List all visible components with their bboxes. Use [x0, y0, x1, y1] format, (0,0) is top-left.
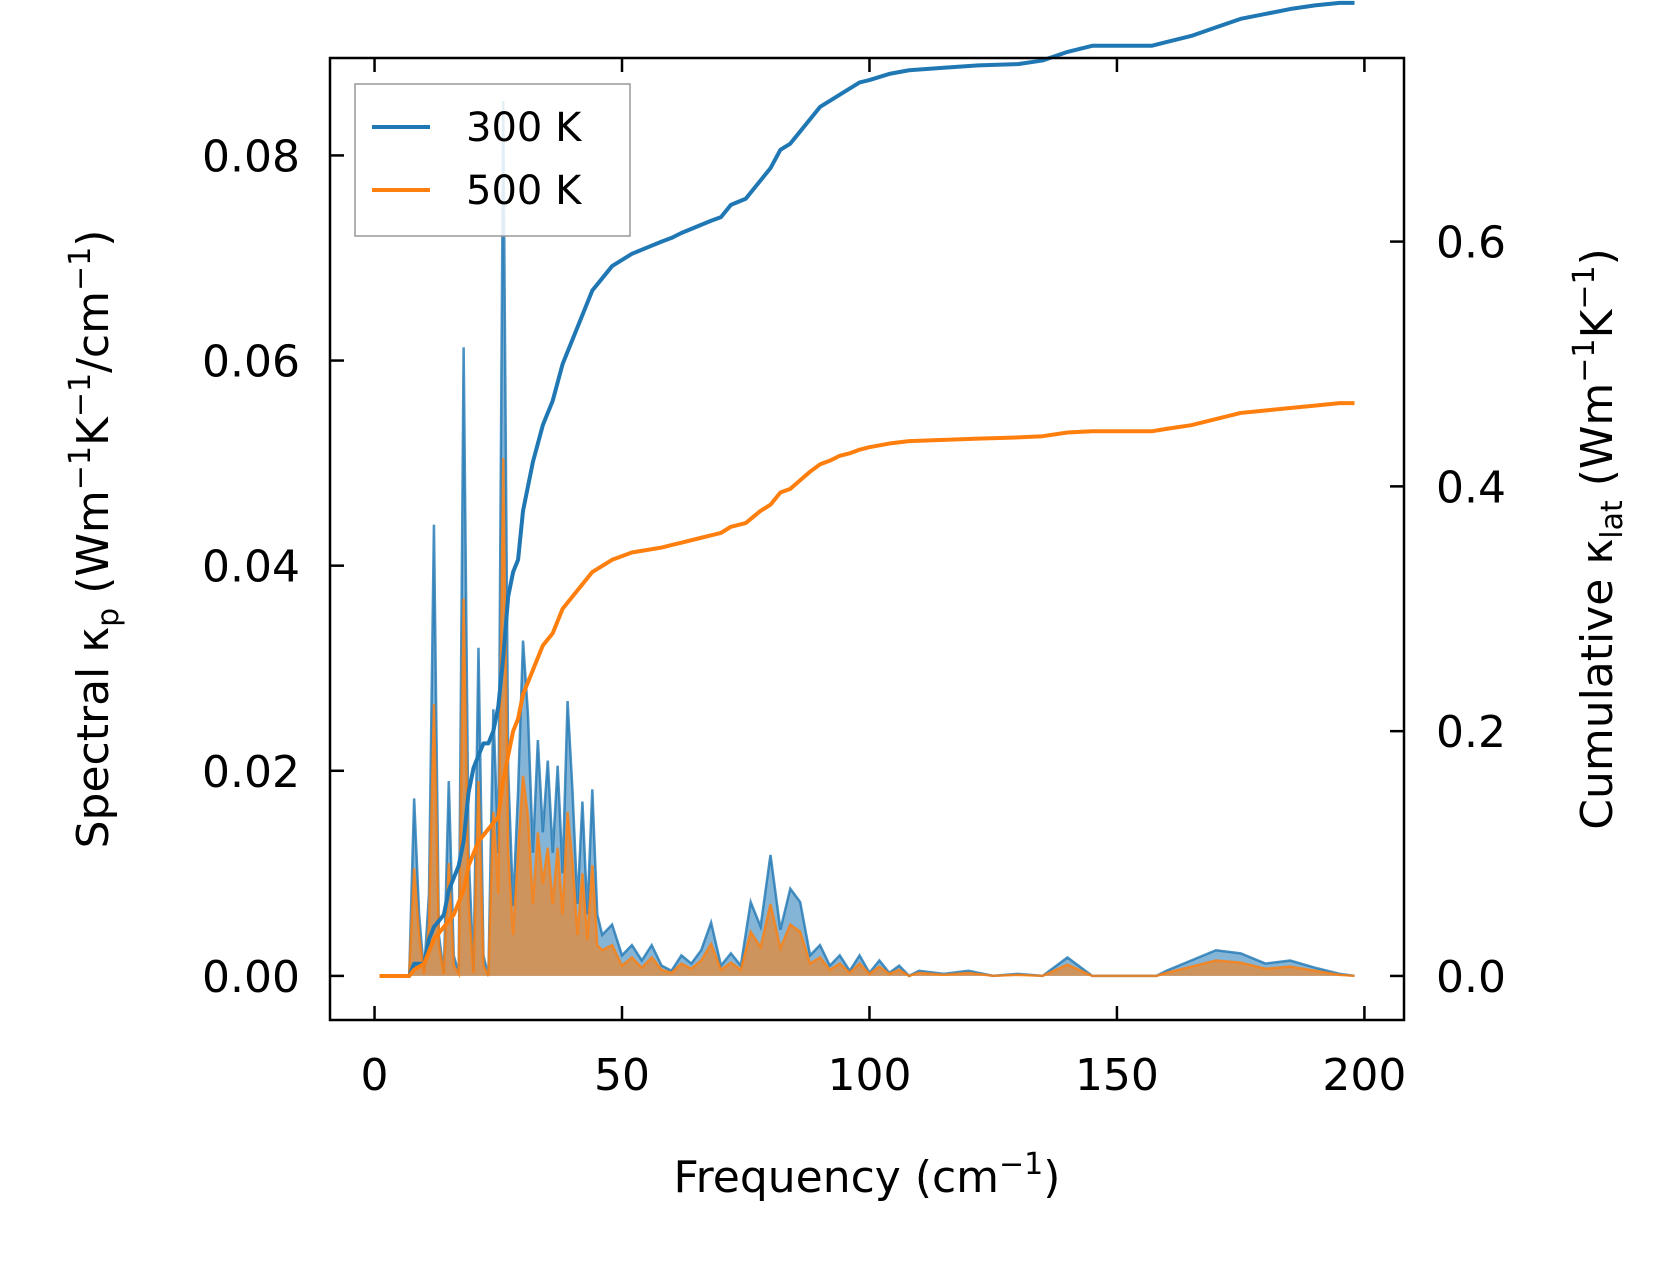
x-axis-ticks: 0 50 100 150 200 [361, 58, 1406, 1101]
y-left-tick-label: 0.06 [202, 337, 300, 388]
x-tick-label: 200 [1322, 1050, 1406, 1101]
y-axis-left-title: Spectral κp (Wm−1K−1/cm−1) [63, 230, 126, 849]
y-right-tick-label: 0.0 [1436, 952, 1506, 1003]
x-tick-label: 50 [594, 1050, 650, 1101]
cumulative-line-500k [379, 401, 1355, 978]
x-tick-label: 100 [827, 1050, 911, 1101]
y-left-tick-label: 0.02 [202, 747, 300, 798]
y-right-tick-label: 0.2 [1436, 707, 1506, 758]
y-axis-right-ticks: 0.0 0.2 0.4 0.6 [1390, 218, 1506, 1003]
x-axis-title: Frequency (cm−1) [674, 1147, 1061, 1203]
y-right-tick-label: 0.6 [1436, 218, 1506, 269]
y-left-tick-label: 0.08 [202, 131, 300, 182]
legend-label-300k: 300 K [466, 105, 583, 151]
y-axis-right-title: Cumulative κlat (Wm−1K−1) [1567, 248, 1630, 830]
plot-frame [328, 56, 1406, 1022]
spectral-series-layer [379, 101, 1355, 979]
y-left-tick-label: 0.00 [202, 952, 300, 1003]
legend: 300 K 500 K [354, 83, 631, 237]
x-tick-label: 0 [361, 1050, 389, 1101]
y-left-tick-label: 0.04 [202, 542, 300, 593]
legend-label-500k: 500 K [466, 168, 583, 214]
x-tick-label: 150 [1075, 1050, 1159, 1101]
y-axis-left-ticks: 0.00 0.02 0.04 0.06 0.08 [202, 131, 344, 1003]
spectral-line-500k [379, 457, 1355, 979]
y-right-tick-label: 0.4 [1436, 462, 1506, 513]
legend-box [354, 83, 631, 237]
spectral-area-500k [379, 457, 1355, 976]
